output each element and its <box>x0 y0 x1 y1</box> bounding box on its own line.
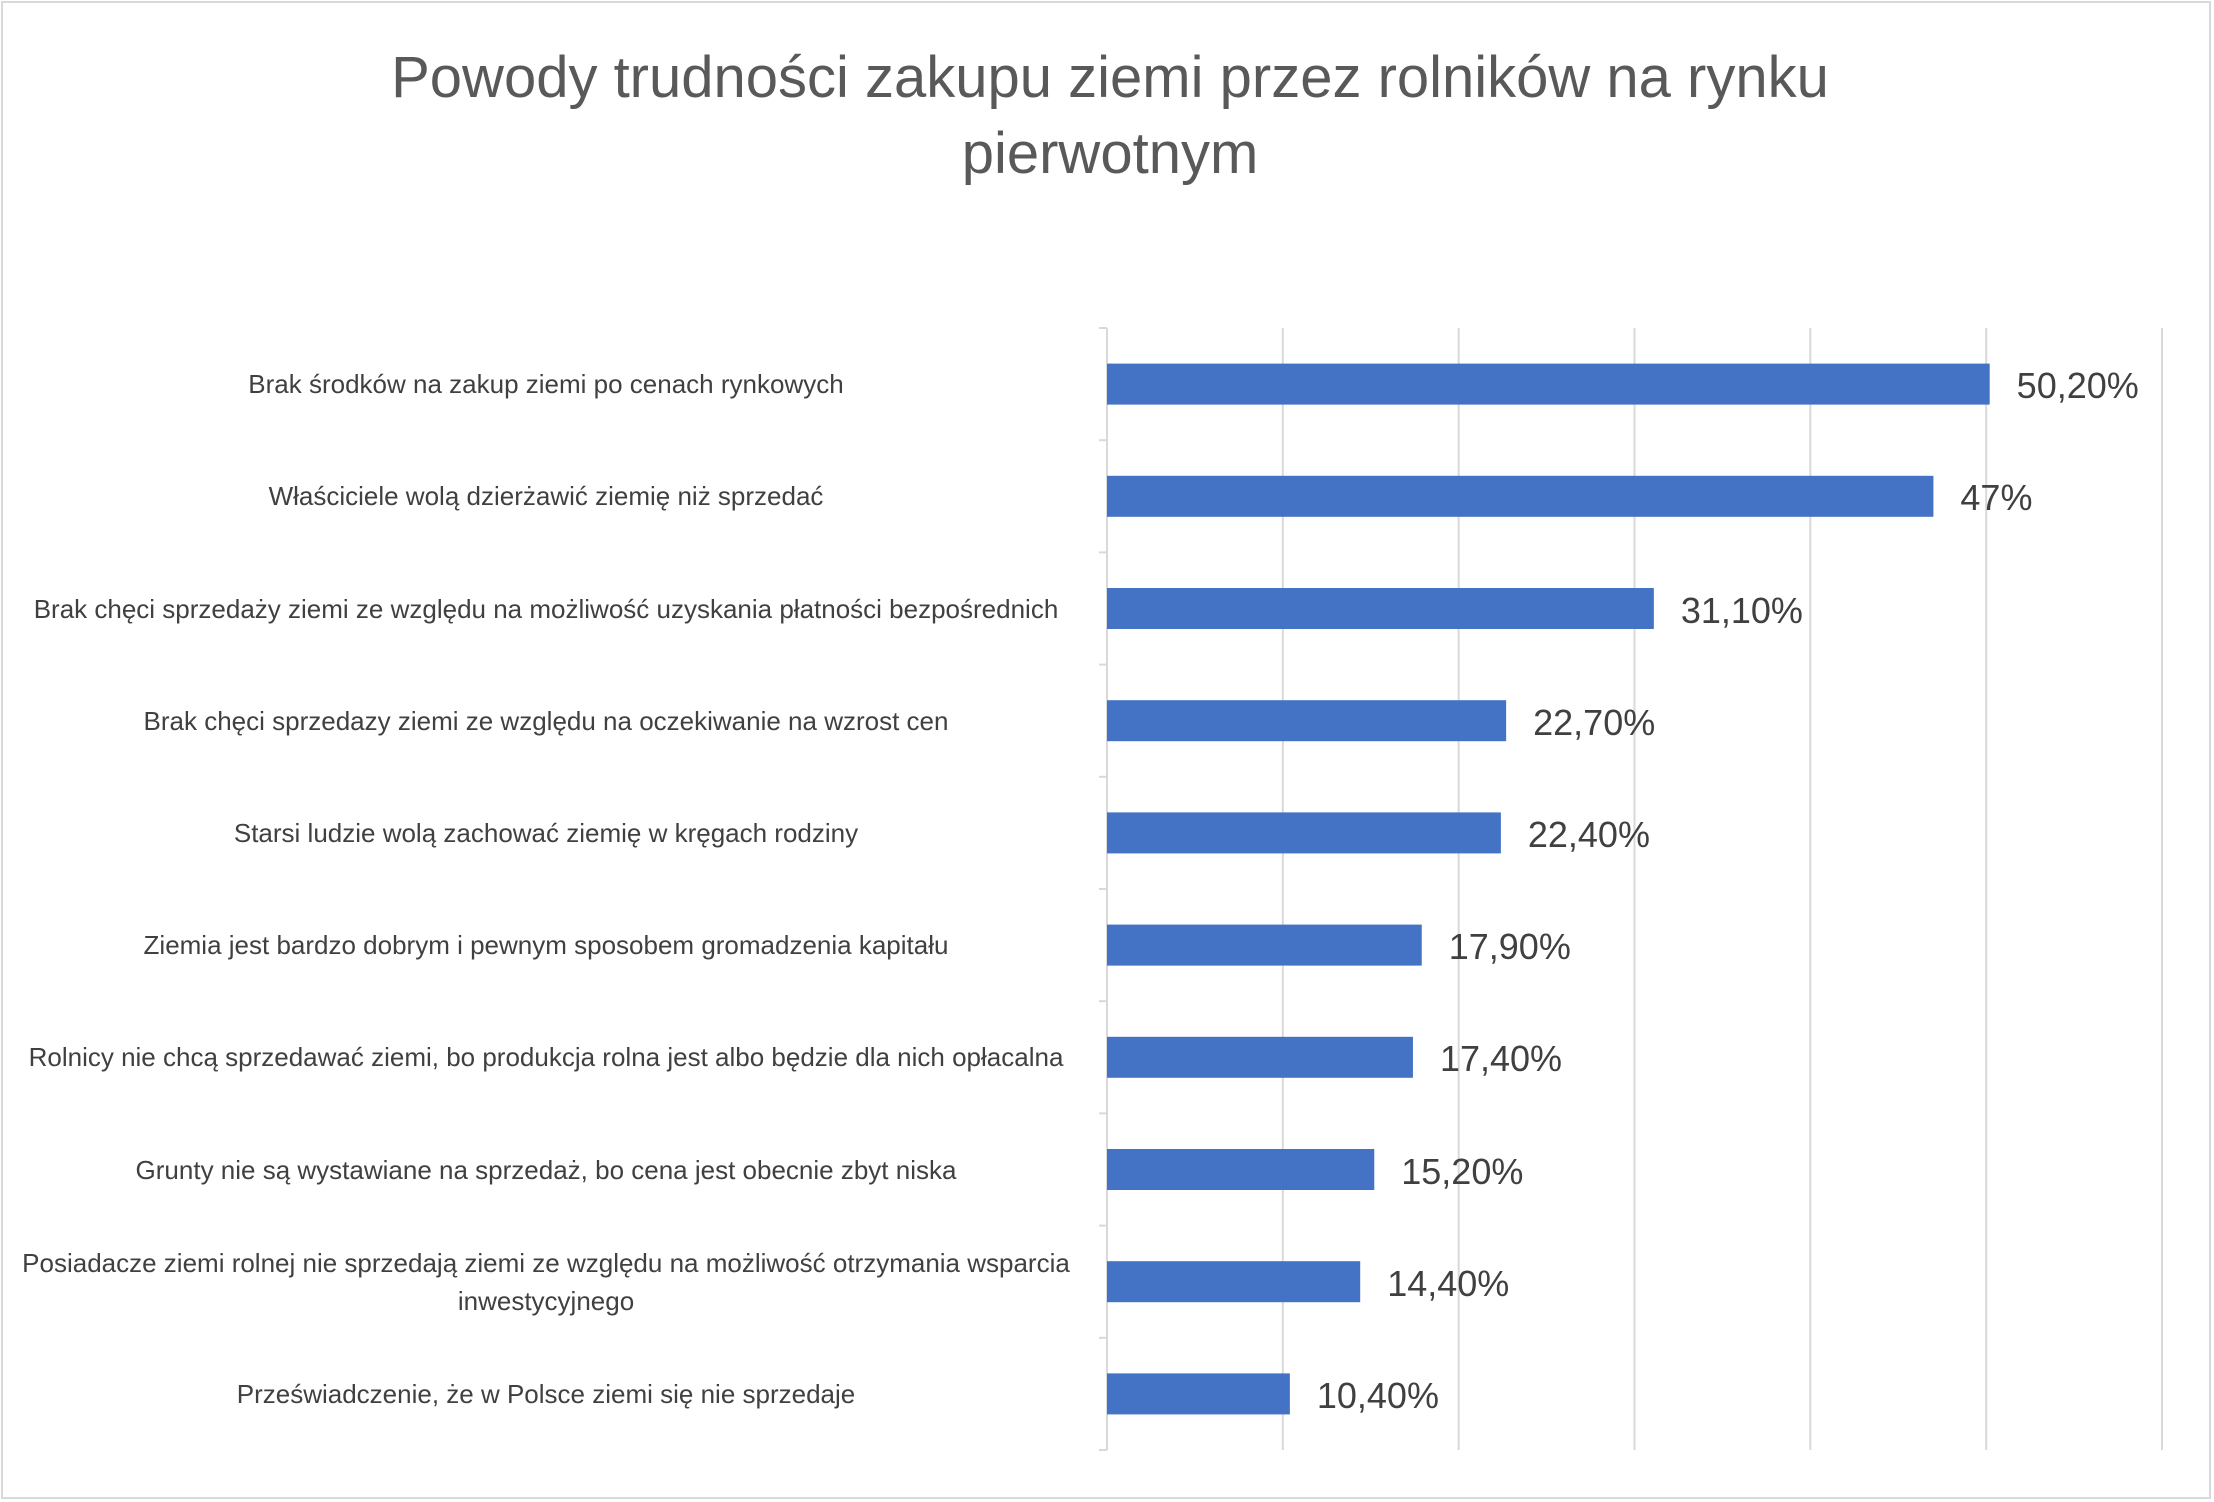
bar <box>1107 1149 1375 1190</box>
category-label: Brak chęci sprzedazy ziemi ze względu na… <box>143 705 949 736</box>
data-label: 47% <box>1960 477 2033 519</box>
category-label: Posiadacze ziemi rolnej nie sprzedają zi… <box>22 1247 1070 1316</box>
data-label: 22,40% <box>1527 813 1650 855</box>
category-label: Grunty nie są wystawiane na sprzedaż, bo… <box>135 1154 957 1185</box>
data-label: 22,70% <box>1533 701 1656 743</box>
bar <box>1107 1036 1413 1078</box>
data-label: 50,20% <box>2016 365 2139 407</box>
data-label: 10,40% <box>1316 1374 1439 1416</box>
data-label: 31,10% <box>1680 589 1803 631</box>
data-label: 15,20% <box>1401 1150 1524 1192</box>
category-label: Starsi ludzie wolą zachować ziemię w krę… <box>233 817 859 848</box>
category-label: Ziemia jest bardzo dobrym i pewnym sposo… <box>143 930 949 961</box>
category-label: Właściciele wolą dzierżawić ziemię niż s… <box>268 481 824 512</box>
bar <box>1107 475 1934 517</box>
data-label: 17,90% <box>1448 926 1571 968</box>
data-label: 17,40% <box>1439 1038 1563 1080</box>
bar <box>1107 700 1507 742</box>
bar <box>1107 924 1422 966</box>
bar <box>1107 1261 1361 1303</box>
category-label: Brak chęci sprzedaży ziemi ze względu na… <box>33 593 1059 624</box>
bar <box>1107 1373 1290 1415</box>
category-label: Brak środków na zakup ziemi po cenach ry… <box>248 369 844 400</box>
category-label: Przeświadczenie, że w Polsce ziemi się n… <box>236 1378 856 1409</box>
chart-title: Powody trudności zakupu ziemi przez roln… <box>391 45 1829 186</box>
bar <box>1107 812 1501 854</box>
category-label: Rolnicy nie chcą sprzedawać ziemi, bo pr… <box>28 1042 1064 1073</box>
bar <box>1107 363 1990 405</box>
bar <box>1107 588 1654 629</box>
data-label: 14,40% <box>1387 1262 1510 1304</box>
